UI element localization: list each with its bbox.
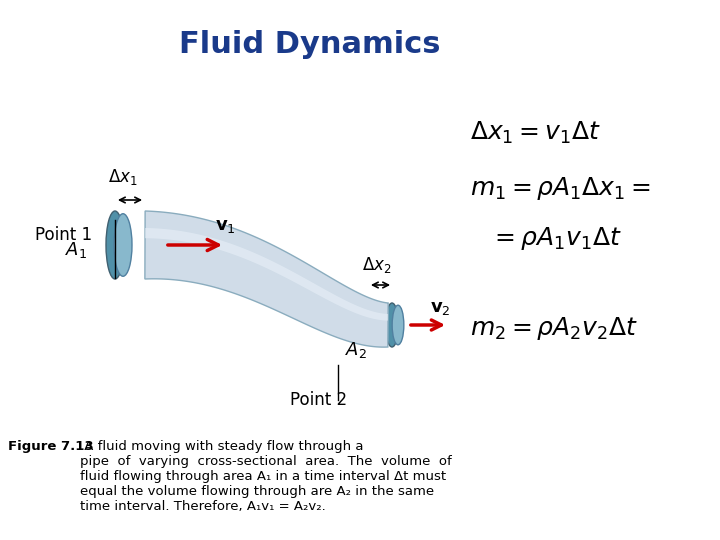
- Polygon shape: [145, 228, 388, 321]
- Ellipse shape: [385, 303, 398, 347]
- Text: $\Delta x_2$: $\Delta x_2$: [362, 255, 392, 275]
- Text: A fluid moving with steady flow through a
pipe  of  varying  cross-sectional  ar: A fluid moving with steady flow through …: [80, 440, 451, 513]
- Text: Figure 7.13: Figure 7.13: [8, 440, 94, 453]
- Text: Fluid Dynamics: Fluid Dynamics: [179, 30, 441, 59]
- Text: Point 2: Point 2: [290, 391, 347, 409]
- Text: $\mathbf{v}_2$: $\mathbf{v}_2$: [430, 299, 451, 317]
- Text: $m_1 = \rho A_1 \Delta x_1 =$: $m_1 = \rho A_1 \Delta x_1 =$: [470, 175, 651, 202]
- Text: $m_2 = \rho A_2 v_2 \Delta t$: $m_2 = \rho A_2 v_2 \Delta t$: [470, 315, 638, 342]
- Ellipse shape: [106, 211, 124, 279]
- Text: $\mathbf{v}_1$: $\mathbf{v}_1$: [215, 217, 235, 235]
- Polygon shape: [145, 211, 388, 347]
- Text: $A_1$: $A_1$: [65, 240, 87, 260]
- Text: $= \rho A_1 v_1 \Delta t$: $= \rho A_1 v_1 \Delta t$: [490, 225, 622, 252]
- Ellipse shape: [392, 305, 404, 345]
- Text: $\Delta x_1$: $\Delta x_1$: [108, 167, 138, 187]
- Text: $A_2$: $A_2$: [345, 340, 367, 360]
- Text: $\Delta x_1 = v_1 \Delta t$: $\Delta x_1 = v_1 \Delta t$: [470, 120, 600, 146]
- Text: Point 1: Point 1: [35, 226, 92, 244]
- Ellipse shape: [114, 214, 132, 276]
